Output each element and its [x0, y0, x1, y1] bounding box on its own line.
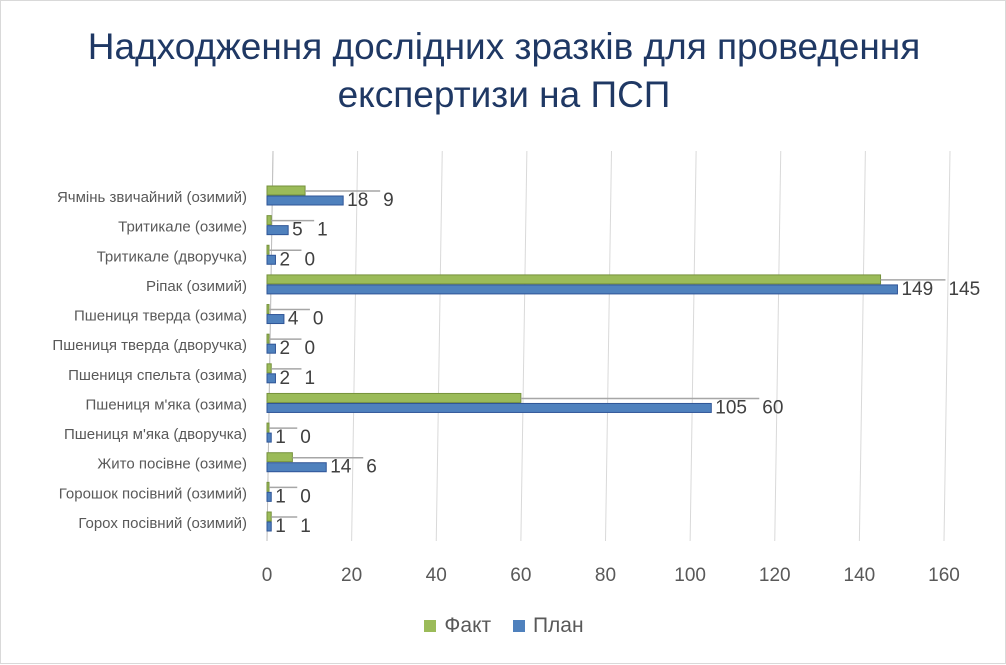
gridline [351, 150, 359, 542]
x-tick-label: 140 [844, 565, 876, 586]
category-label: Горох посівний (озимий) [78, 515, 247, 532]
legend-swatch-fact [424, 620, 437, 632]
legend: Факт План [1, 614, 1006, 638]
legend-item-fact: Факт [424, 614, 491, 638]
chart-title: Надходження дослідних зразків для провед… [87, 26, 921, 115]
bar-fact [266, 333, 270, 344]
category-label: Пшениця тверда (дворучка) [52, 337, 247, 354]
data-label-fact: 6 [366, 457, 377, 478]
bar-fact [266, 392, 522, 403]
x-tick-label: 80 [595, 565, 616, 586]
category-label: Ріпак (озимий) [146, 278, 247, 295]
category-label: Тритикале (озиме) [118, 219, 247, 236]
gridline [943, 150, 951, 542]
category-label: Пшениця тверда (озима) [74, 308, 247, 325]
data-label-fact: 0 [300, 486, 311, 507]
bar-plan [266, 491, 272, 502]
data-label-fact: 9 [383, 190, 394, 211]
data-label-plan: 1 [275, 486, 286, 507]
category-label: Тритикале (дворучка) [97, 248, 247, 265]
x-tick-label: 0 [262, 565, 273, 586]
gridline [520, 150, 528, 542]
data-label-plan: 14 [330, 457, 352, 478]
bar-fact [266, 422, 270, 433]
data-label-plan: 2 [279, 368, 290, 389]
data-label-plan: 4 [288, 309, 299, 330]
data-label-plan: 5 [292, 220, 303, 241]
gridline [689, 150, 697, 542]
x-tick-label: 20 [341, 565, 362, 586]
data-label-plan: 2 [279, 338, 290, 359]
category-label: Горошок посівний (озимий) [59, 485, 247, 502]
category-label: Жито посівне (озиме) [97, 456, 247, 473]
data-label-fact: 0 [313, 309, 324, 330]
x-tick-label: 160 [928, 565, 960, 586]
data-label-fact: 0 [304, 338, 315, 359]
data-label-plan: 105 [715, 397, 747, 418]
bar-fact [266, 452, 293, 463]
bar-fact [266, 304, 270, 315]
x-tick-label: 40 [426, 565, 447, 586]
bar-plan [266, 462, 327, 473]
category-label: Пшениця спельта (озима) [68, 367, 247, 384]
bar-fact [266, 511, 272, 522]
bar-fact [266, 244, 270, 255]
category-label: Пшениця м'яка (озима) [86, 396, 247, 413]
bar-plan [266, 402, 712, 413]
gridline [605, 150, 612, 542]
category-label: Ячмінь звичайний (озимий) [57, 189, 247, 206]
data-label-fact: 1 [304, 368, 315, 389]
bar-fact [266, 274, 882, 285]
bar-plan [266, 373, 276, 384]
legend-item-plan: План [512, 614, 584, 638]
bar-plan [266, 521, 272, 532]
data-label-fact: 1 [300, 516, 311, 537]
data-label-plan: 2 [279, 249, 290, 270]
legend-label-plan: План [532, 614, 584, 637]
data-label-fact: 0 [300, 427, 311, 448]
bar-fact [266, 481, 270, 492]
data-label-plan: 1 [275, 427, 286, 448]
data-label-fact: 0 [304, 249, 315, 270]
bar-fact [266, 185, 306, 196]
x-tick-label: 100 [674, 565, 706, 586]
gridline [435, 150, 443, 542]
data-label-plan: 18 [347, 190, 368, 211]
legend-swatch-plan [512, 620, 525, 632]
bar-plan [266, 343, 276, 354]
bar-plan [266, 284, 898, 295]
data-label-plan: 149 [901, 279, 933, 300]
bar-plan [266, 314, 285, 325]
bar-plan [266, 225, 289, 236]
x-tick-label: 120 [759, 565, 791, 586]
bar-fact [266, 363, 272, 374]
data-label-fact: 1 [317, 220, 328, 241]
bar-plan [266, 432, 272, 443]
gridline [858, 150, 866, 542]
bar-fact [266, 215, 272, 226]
bar-plan [266, 195, 344, 206]
data-label-plan: 1 [275, 516, 286, 537]
data-label-fact: 60 [762, 397, 783, 418]
bar-plan [266, 254, 276, 265]
x-tick-label: 60 [510, 565, 531, 586]
category-label: Пшениця м'яка (дворучка) [64, 426, 247, 443]
data-label-fact: 145 [948, 279, 980, 300]
gridline [774, 150, 782, 542]
legend-label-fact: Факт [444, 614, 492, 637]
